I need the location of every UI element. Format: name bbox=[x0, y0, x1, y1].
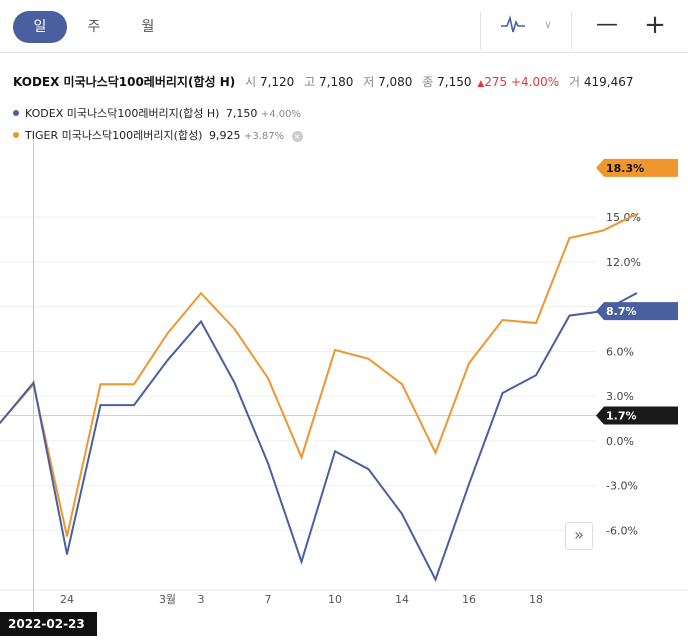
legend-percent: +4.00% bbox=[260, 109, 302, 120]
value-badge-label: 1.7% bbox=[606, 409, 637, 422]
data-point bbox=[200, 320, 202, 323]
data-point bbox=[166, 332, 169, 335]
value-badge-label: 8.7% bbox=[606, 305, 637, 318]
change-value: 275 bbox=[484, 75, 508, 89]
value-badge bbox=[596, 406, 678, 425]
x-tick-label: 10 bbox=[328, 593, 342, 606]
data-point bbox=[602, 229, 604, 232]
close-label: 종 bbox=[422, 75, 434, 89]
data-point bbox=[300, 560, 303, 563]
data-point bbox=[133, 404, 135, 406]
data-point bbox=[434, 578, 437, 581]
data-point bbox=[0, 422, 1, 424]
y-tick-label: -6.0% bbox=[606, 524, 638, 537]
data-point bbox=[568, 237, 571, 239]
volume-value: 419,467 bbox=[583, 75, 634, 89]
data-point bbox=[334, 450, 336, 453]
y-tick-label: -3.0% bbox=[606, 480, 638, 493]
y-tick-label: 6.0% bbox=[606, 345, 634, 358]
data-point bbox=[434, 451, 437, 454]
legend-percent: +3.87% bbox=[243, 131, 285, 142]
low-label: 저 bbox=[363, 75, 375, 89]
data-point bbox=[99, 383, 102, 385]
data-point bbox=[367, 358, 370, 360]
open-value: 7,120 bbox=[259, 75, 295, 89]
data-point bbox=[233, 381, 236, 384]
data-point bbox=[501, 392, 504, 394]
change-arrow-icon: ▲ bbox=[477, 79, 485, 89]
zoom-out-button[interactable]: — bbox=[596, 12, 618, 37]
data-point bbox=[66, 535, 68, 538]
data-point bbox=[233, 328, 236, 330]
x-tick-label: 7 bbox=[265, 593, 272, 606]
y-tick-label: 15.0% bbox=[606, 211, 641, 224]
value-badge bbox=[596, 158, 678, 177]
value-badge bbox=[596, 302, 678, 321]
data-point bbox=[334, 349, 336, 351]
data-point bbox=[200, 292, 202, 294]
x-tick-label: 3 bbox=[198, 593, 205, 606]
toolbar-divider bbox=[480, 12, 481, 50]
expand-chart-button[interactable]: » bbox=[565, 522, 593, 550]
data-point bbox=[535, 322, 537, 324]
data-point bbox=[32, 381, 35, 384]
chart-toolbar: 일 주 월 ∨ — + bbox=[0, 0, 688, 53]
price-info-line: KODEX 미국나스닥100레버리지(합성 H) 시 7,120 고 7,180… bbox=[13, 73, 633, 90]
data-point bbox=[635, 213, 638, 215]
x-tick-label: 14 bbox=[395, 593, 409, 606]
legend-value: 7,150 bbox=[225, 107, 258, 120]
toolbar-divider bbox=[571, 12, 572, 50]
data-point bbox=[99, 404, 102, 406]
legend-dot bbox=[13, 132, 19, 138]
y-tick-label: 0.0% bbox=[606, 435, 634, 448]
data-point bbox=[267, 462, 269, 465]
x-tick-label: 24 bbox=[60, 593, 74, 606]
legend-item-tiger[interactable]: TIGER 미국나스닥100레버리지(합성) 9,925 +3.87% × bbox=[13, 127, 303, 143]
x-tick-label: 16 bbox=[462, 593, 476, 606]
data-point bbox=[468, 362, 470, 365]
legend-name: TIGER 미국나스닥100레버리지(합성) bbox=[25, 129, 203, 142]
tab-monthly[interactable]: 월 bbox=[141, 19, 155, 35]
data-point bbox=[66, 553, 68, 556]
series-line bbox=[0, 292, 637, 583]
y-tick-label: 12.0% bbox=[606, 256, 641, 269]
legend-value: 9,925 bbox=[208, 129, 241, 142]
data-point bbox=[501, 319, 504, 321]
security-name: KODEX 미국나스닥100레버리지(합성 H) bbox=[13, 75, 236, 89]
series-line bbox=[0, 213, 637, 537]
close-value: 7,150 bbox=[437, 75, 472, 89]
tab-daily[interactable]: 일 bbox=[13, 11, 67, 43]
line-chart-icon[interactable] bbox=[496, 10, 530, 49]
y-tick-label: 3.0% bbox=[606, 390, 634, 403]
value-badge-label: 18.3% bbox=[606, 162, 644, 175]
data-point bbox=[300, 456, 303, 459]
legend-dot bbox=[13, 110, 19, 116]
data-point bbox=[133, 383, 135, 385]
data-point bbox=[367, 468, 370, 470]
open-label: 시 bbox=[245, 75, 257, 89]
volume-label: 거 bbox=[568, 75, 581, 89]
data-point bbox=[401, 383, 403, 385]
data-point bbox=[568, 314, 571, 317]
close-icon[interactable]: × bbox=[291, 131, 303, 142]
low-value: 7,080 bbox=[378, 75, 413, 89]
change-percent: +4.00% bbox=[510, 75, 560, 89]
legend-item-kodex[interactable]: KODEX 미국나스닥100레버리지(합성 H) 7,150 +4.00% bbox=[13, 105, 301, 121]
x-tick-label: 18 bbox=[529, 593, 543, 606]
data-point bbox=[468, 483, 470, 485]
zoom-in-button[interactable]: + bbox=[644, 10, 666, 40]
data-point bbox=[166, 359, 169, 362]
legend-name: KODEX 미국나스닥100레버리지(합성 H) bbox=[25, 107, 220, 120]
x-tick-label: 3월 bbox=[159, 593, 176, 606]
chevron-down-icon[interactable]: ∨ bbox=[543, 18, 553, 31]
high-label: 고 bbox=[304, 75, 316, 89]
crosshair-date-label: 2022-02-23 bbox=[0, 612, 97, 636]
data-point bbox=[535, 374, 537, 377]
data-point bbox=[635, 292, 638, 294]
data-point bbox=[401, 513, 403, 515]
data-point bbox=[267, 377, 269, 380]
tab-weekly[interactable]: 주 bbox=[87, 19, 101, 35]
high-value: 7,180 bbox=[319, 75, 354, 89]
